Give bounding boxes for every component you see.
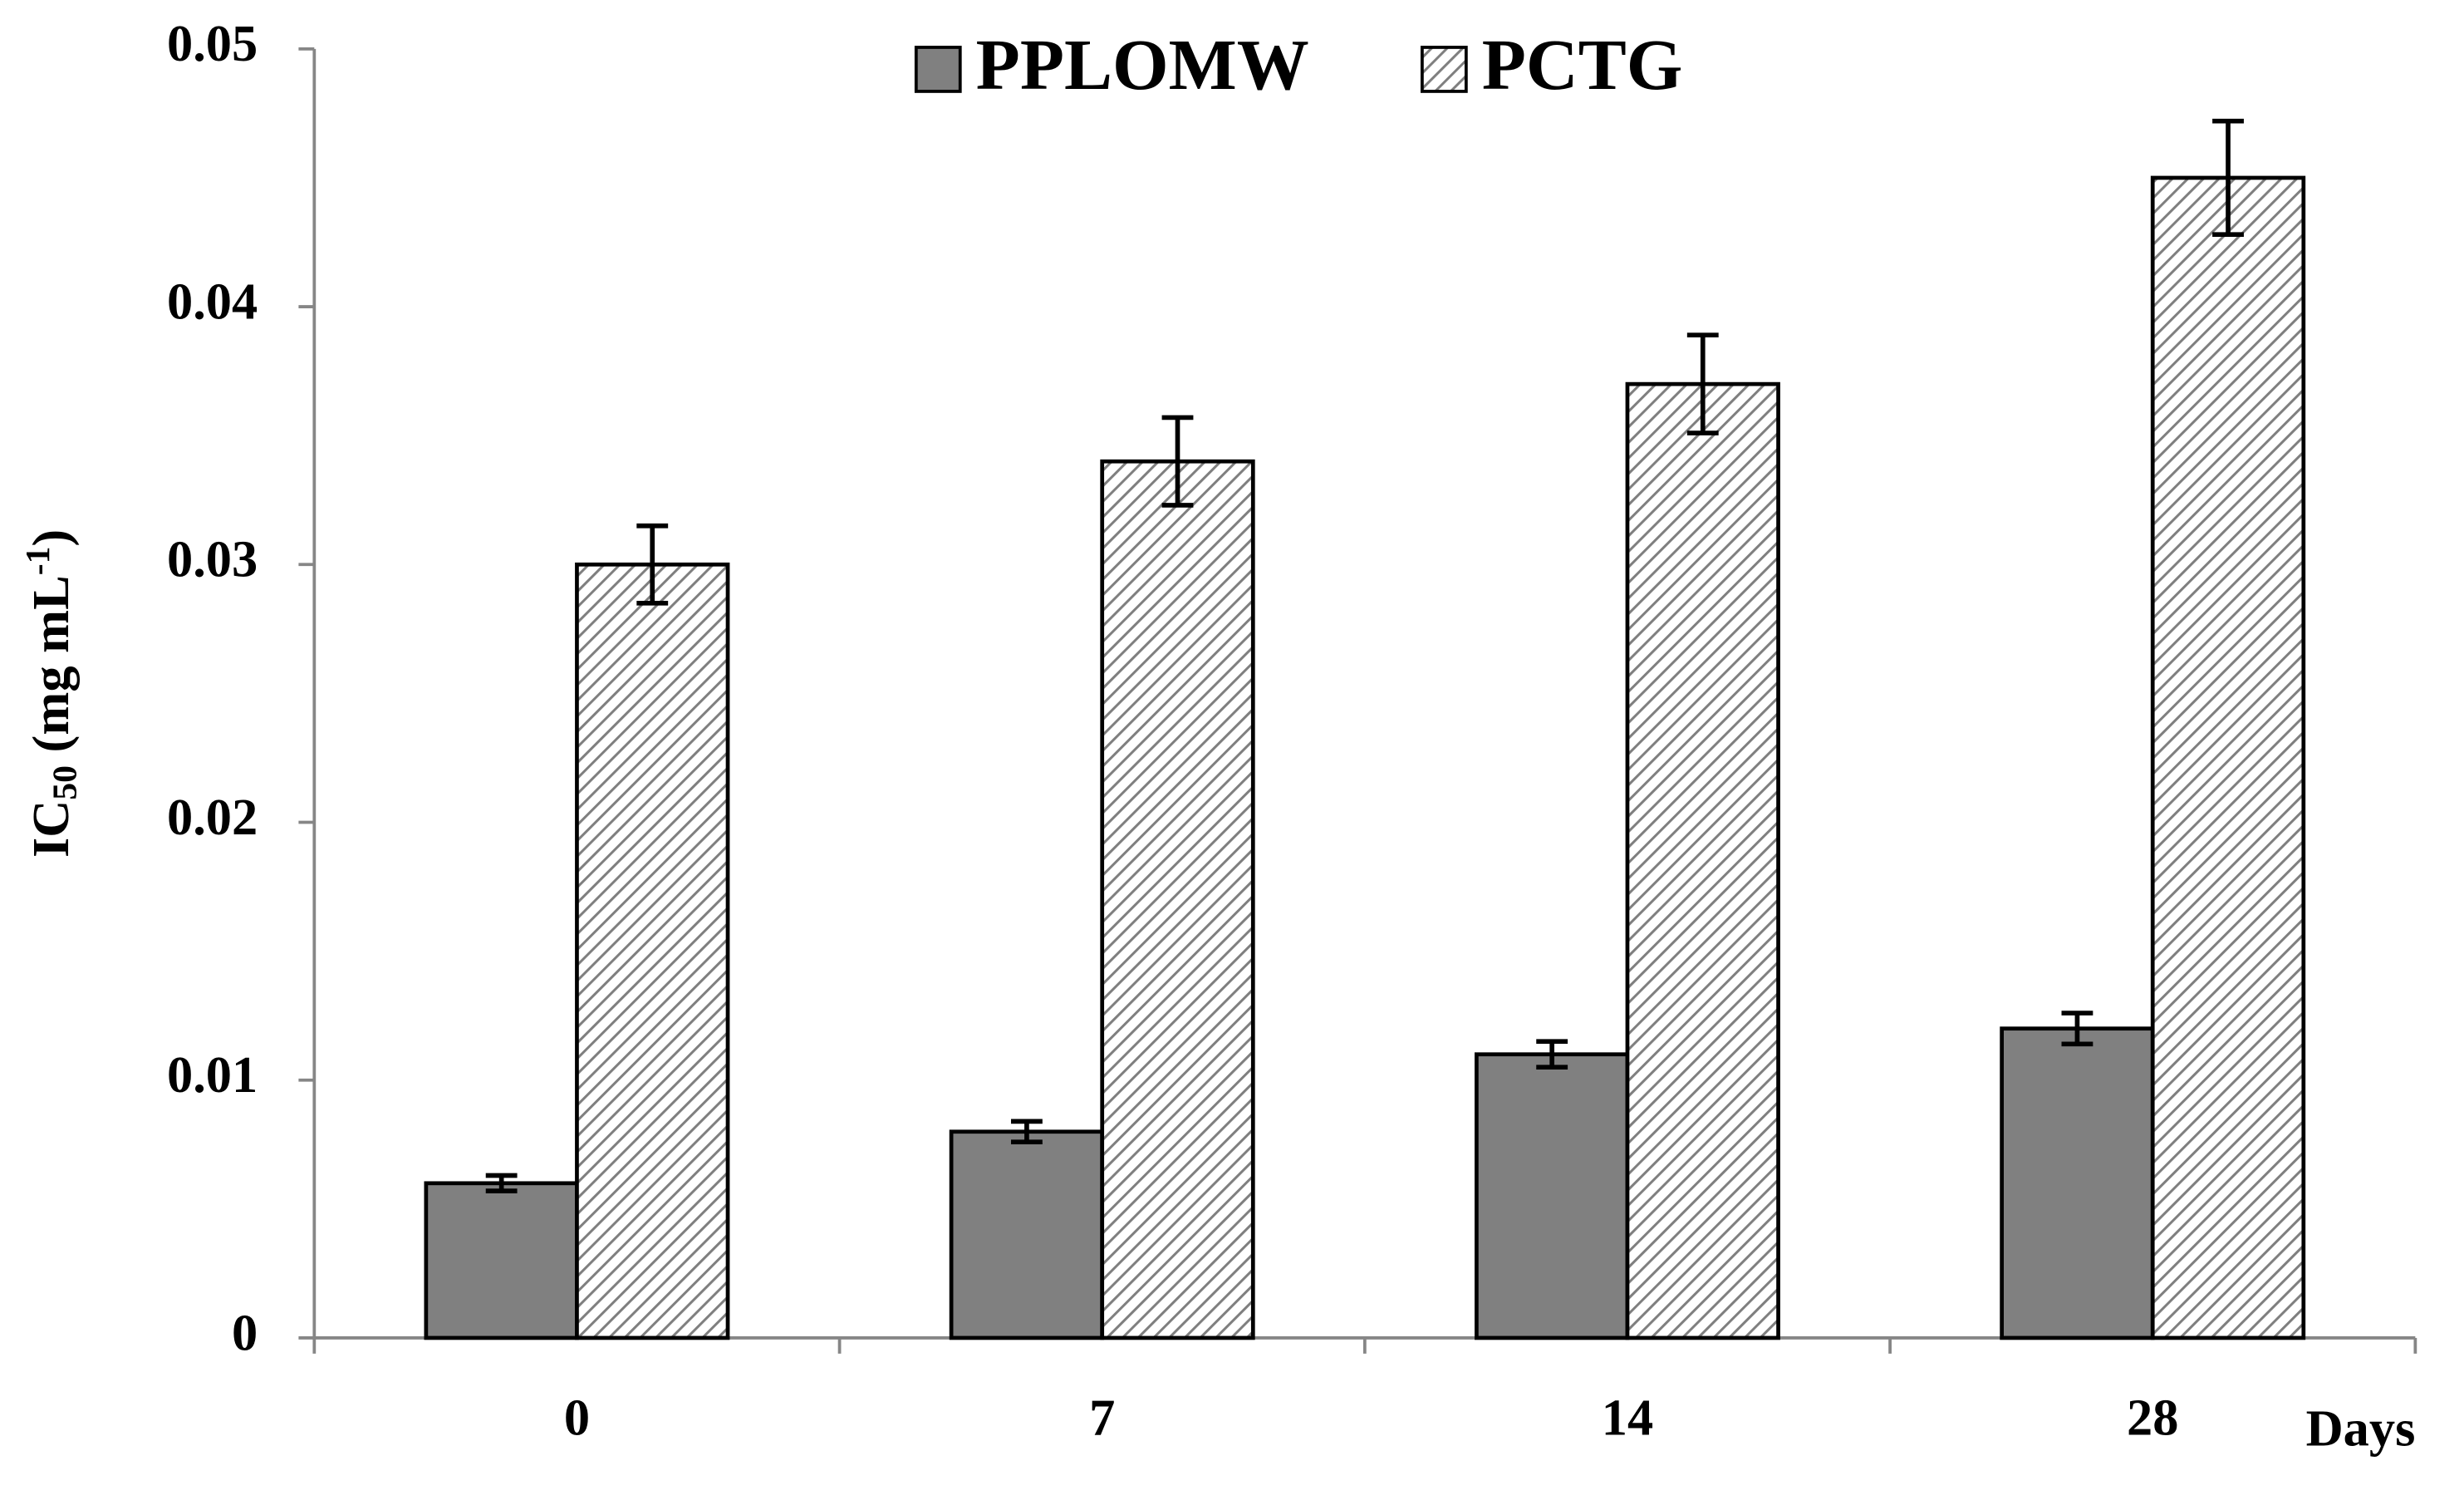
error-bar [2061, 1011, 2093, 1047]
error-bar [1010, 1119, 1043, 1145]
y-label-sup: -1 [19, 547, 57, 576]
y-label-part: IC [22, 800, 80, 858]
bar [1475, 1052, 1630, 1340]
legend-label: PPLOMW [976, 24, 1309, 105]
error-bar [1161, 415, 1194, 508]
y-tick-label: 0.02 [167, 788, 258, 846]
bar [1100, 459, 1255, 1340]
y-tick-label: 0.03 [167, 530, 258, 588]
y-label-part: (mg mL [22, 575, 80, 765]
x-tick-label: 28 [2127, 1388, 2178, 1446]
bar [424, 1181, 579, 1340]
error-bar [1536, 1039, 1568, 1070]
x-tick-label: 7 [1089, 1388, 1115, 1446]
error-bar [636, 523, 669, 606]
bar [2150, 175, 2306, 1340]
y-tick-label: 0.05 [167, 14, 258, 72]
x-tick-label: 14 [1602, 1388, 1653, 1446]
y-label-sub: 50 [46, 765, 84, 800]
bar [1625, 381, 1780, 1340]
y-tick-label: 0 [232, 1303, 258, 1361]
legend-swatch [914, 46, 962, 93]
y-label-part: ) [22, 529, 80, 547]
x-axis-label: Days [2306, 1399, 2416, 1458]
legend-swatch [1420, 46, 1468, 93]
error-bar [485, 1173, 518, 1193]
y-tick-label: 0.04 [167, 272, 258, 330]
error-bar [2212, 118, 2244, 238]
y-axis-label: IC50 (mg mL-1) [19, 529, 84, 858]
bar [949, 1129, 1105, 1340]
x-tick-label: 0 [564, 1388, 590, 1446]
bar [575, 562, 730, 1340]
error-bar [1686, 332, 1719, 435]
legend-label: PCTG [1482, 24, 1683, 105]
y-tick-label: 0.01 [167, 1045, 258, 1104]
bar [2000, 1026, 2155, 1340]
